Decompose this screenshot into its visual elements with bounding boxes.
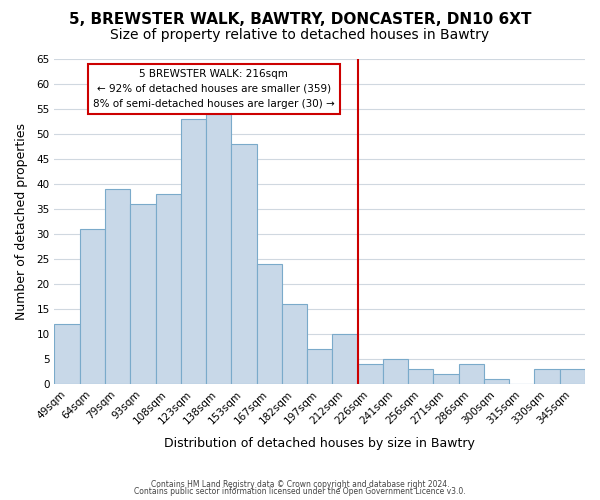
Text: 5 BREWSTER WALK: 216sqm
← 92% of detached houses are smaller (359)
8% of semi-de: 5 BREWSTER WALK: 216sqm ← 92% of detache… bbox=[93, 69, 334, 108]
Text: Contains public sector information licensed under the Open Government Licence v3: Contains public sector information licen… bbox=[134, 487, 466, 496]
Bar bbox=[231, 144, 257, 384]
Text: Contains HM Land Registry data © Crown copyright and database right 2024.: Contains HM Land Registry data © Crown c… bbox=[151, 480, 449, 489]
Bar bbox=[433, 374, 458, 384]
X-axis label: Distribution of detached houses by size in Bawtry: Distribution of detached houses by size … bbox=[164, 437, 475, 450]
Bar bbox=[458, 364, 484, 384]
Bar bbox=[55, 324, 80, 384]
Bar bbox=[80, 229, 105, 384]
Bar bbox=[560, 369, 585, 384]
Bar bbox=[130, 204, 155, 384]
Bar bbox=[181, 119, 206, 384]
Bar bbox=[408, 369, 433, 384]
Bar bbox=[282, 304, 307, 384]
Bar bbox=[206, 114, 231, 384]
Text: 5, BREWSTER WALK, BAWTRY, DONCASTER, DN10 6XT: 5, BREWSTER WALK, BAWTRY, DONCASTER, DN1… bbox=[69, 12, 531, 28]
Bar bbox=[155, 194, 181, 384]
Text: Size of property relative to detached houses in Bawtry: Size of property relative to detached ho… bbox=[110, 28, 490, 42]
Bar bbox=[484, 379, 509, 384]
Bar bbox=[383, 359, 408, 384]
Bar bbox=[257, 264, 282, 384]
Bar bbox=[358, 364, 383, 384]
Bar bbox=[307, 349, 332, 384]
Bar bbox=[332, 334, 358, 384]
Y-axis label: Number of detached properties: Number of detached properties bbox=[15, 123, 28, 320]
Bar bbox=[105, 189, 130, 384]
Bar bbox=[535, 369, 560, 384]
